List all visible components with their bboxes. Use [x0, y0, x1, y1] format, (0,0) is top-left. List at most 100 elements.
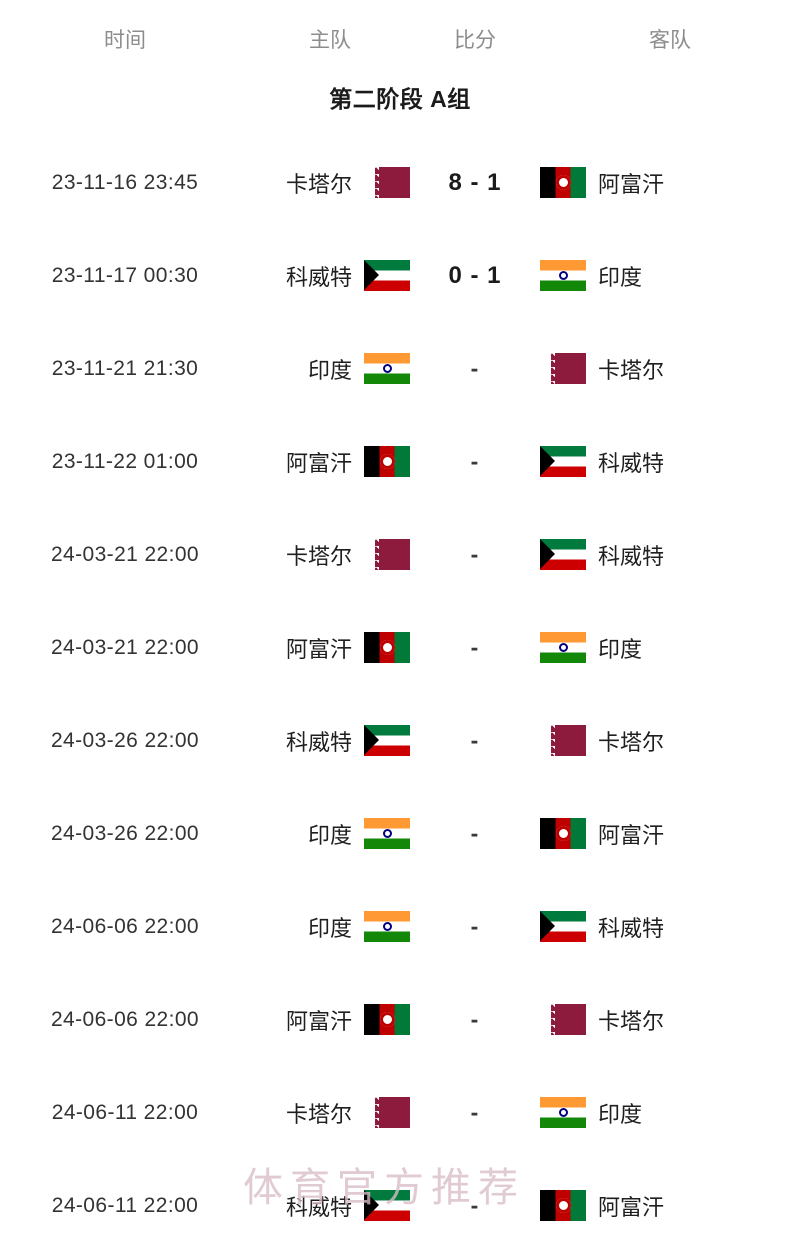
table-row[interactable]: 24-03-26 22:00 印度 - 阿富汗: [0, 787, 800, 880]
match-score: -: [470, 355, 480, 381]
flag-qa-icon: [364, 539, 410, 570]
fixtures-list: 23-11-16 23:45 卡塔尔 8 - 1 阿富汗 23-11-17 00:30 科…: [0, 136, 800, 1252]
away-team-name: 印度: [598, 1101, 643, 1127]
match-time: 24-03-21 22:00: [50, 542, 200, 566]
flag-kw-icon: [540, 446, 586, 477]
match-score: -: [470, 727, 480, 753]
match-time: 24-03-26 22:00: [50, 821, 200, 845]
away-team[interactable]: 卡塔尔: [540, 725, 800, 757]
away-team[interactable]: 印度: [540, 260, 800, 292]
home-team-name: 卡塔尔: [285, 1101, 352, 1127]
table-row[interactable]: 23-11-22 01:00 阿富汗 - 科威特: [0, 415, 800, 508]
flag-qa-icon: [540, 1004, 586, 1035]
home-team-name: 科威特: [285, 1194, 352, 1220]
header-time: 时间: [104, 29, 146, 52]
away-team[interactable]: 印度: [540, 632, 800, 664]
home-team[interactable]: 阿富汗: [250, 446, 410, 478]
table-row[interactable]: 24-03-21 22:00 阿富汗 - 印度: [0, 601, 800, 694]
home-team-name: 卡塔尔: [285, 543, 352, 569]
flag-in-icon: [540, 1097, 586, 1128]
home-team-name: 印度: [307, 357, 352, 383]
away-team[interactable]: 科威特: [540, 446, 800, 478]
table-row[interactable]: 24-06-06 22:00 印度 - 科威特: [0, 880, 800, 973]
home-team-name: 阿富汗: [285, 636, 352, 662]
flag-in-icon: [540, 632, 586, 663]
match-score: -: [470, 820, 480, 846]
home-team[interactable]: 卡塔尔: [250, 1097, 410, 1129]
away-team-name: 科威特: [598, 915, 665, 941]
away-team-name: 印度: [598, 264, 643, 290]
away-team-name: 阿富汗: [598, 1194, 665, 1220]
home-team-name: 卡塔尔: [285, 171, 352, 197]
home-team[interactable]: 科威特: [250, 725, 410, 757]
home-team-name: 科威特: [285, 729, 352, 755]
away-team[interactable]: 印度: [540, 1097, 800, 1129]
table-row[interactable]: 23-11-21 21:30 印度 - 卡塔尔: [0, 322, 800, 415]
away-team-name: 印度: [598, 636, 643, 662]
table-row[interactable]: 24-06-11 22:00 卡塔尔 - 印度: [0, 1066, 800, 1159]
flag-kw-icon: [364, 260, 410, 291]
group-title: 第二阶段 A组: [329, 86, 471, 112]
table-row[interactable]: 24-06-11 22:00 科威特 - 阿富汗: [0, 1159, 800, 1252]
table-row[interactable]: 23-11-17 00:30 科威特 0 - 1 印度: [0, 229, 800, 322]
flag-af-icon: [364, 446, 410, 477]
header-away-team: 客队: [649, 29, 691, 52]
home-team-name: 印度: [307, 822, 352, 848]
match-score: -: [470, 913, 480, 939]
table-row[interactable]: 24-03-21 22:00 卡塔尔 - 科威特: [0, 508, 800, 601]
home-team[interactable]: 阿富汗: [250, 632, 410, 664]
away-team[interactable]: 阿富汗: [540, 167, 800, 199]
home-team[interactable]: 阿富汗: [250, 1004, 410, 1036]
home-team-name: 印度: [307, 915, 352, 941]
away-team[interactable]: 科威特: [540, 911, 800, 943]
away-team-name: 科威特: [598, 450, 665, 476]
away-team-name: 卡塔尔: [598, 357, 665, 383]
flag-kw-icon: [540, 911, 586, 942]
flag-af-icon: [364, 1004, 410, 1035]
home-team[interactable]: 科威特: [250, 1190, 410, 1222]
home-team[interactable]: 印度: [250, 911, 410, 943]
match-time: 24-06-11 22:00: [51, 1193, 199, 1217]
away-team[interactable]: 卡塔尔: [540, 1004, 800, 1036]
match-time: 23-11-17 00:30: [51, 263, 199, 287]
header-score: 比分: [454, 29, 496, 52]
flag-qa-icon: [364, 167, 410, 198]
home-team[interactable]: 卡塔尔: [250, 167, 410, 199]
flag-in-icon: [540, 260, 586, 291]
match-time: 23-11-21 21:30: [51, 356, 199, 380]
flag-kw-icon: [364, 725, 410, 756]
flag-af-icon: [540, 1190, 586, 1221]
match-score: -: [470, 1192, 480, 1218]
flag-in-icon: [364, 353, 410, 384]
home-team[interactable]: 印度: [250, 818, 410, 850]
home-team-name: 阿富汗: [285, 450, 352, 476]
table-row[interactable]: 24-03-26 22:00 科威特 - 卡塔尔: [0, 694, 800, 787]
away-team-name: 卡塔尔: [598, 1008, 665, 1034]
match-score: 8 - 1: [448, 168, 502, 196]
home-team[interactable]: 科威特: [250, 260, 410, 292]
away-team-name: 阿富汗: [598, 171, 665, 197]
flag-qa-icon: [364, 1097, 410, 1128]
table-row[interactable]: 23-11-16 23:45 卡塔尔 8 - 1 阿富汗: [0, 136, 800, 229]
match-score: -: [470, 1006, 480, 1032]
away-team[interactable]: 卡塔尔: [540, 353, 800, 385]
header-home-team: 主队: [309, 29, 351, 52]
away-team[interactable]: 阿富汗: [540, 1190, 800, 1222]
match-time: 24-03-26 22:00: [50, 728, 200, 752]
home-team[interactable]: 印度: [250, 353, 410, 385]
match-time: 23-11-22 01:00: [51, 449, 199, 473]
away-team[interactable]: 阿富汗: [540, 818, 800, 850]
match-time: 24-06-06 22:00: [50, 1007, 200, 1031]
away-team[interactable]: 科威特: [540, 539, 800, 571]
flag-af-icon: [540, 818, 586, 849]
home-team-name: 科威特: [285, 264, 352, 290]
match-score: -: [470, 634, 480, 660]
flag-qa-icon: [540, 353, 586, 384]
away-team-name: 卡塔尔: [598, 729, 665, 755]
home-team[interactable]: 卡塔尔: [250, 539, 410, 571]
flag-in-icon: [364, 911, 410, 942]
match-score: -: [470, 541, 480, 567]
table-row[interactable]: 24-06-06 22:00 阿富汗 - 卡塔尔: [0, 973, 800, 1066]
flag-kw-icon: [364, 1190, 410, 1221]
